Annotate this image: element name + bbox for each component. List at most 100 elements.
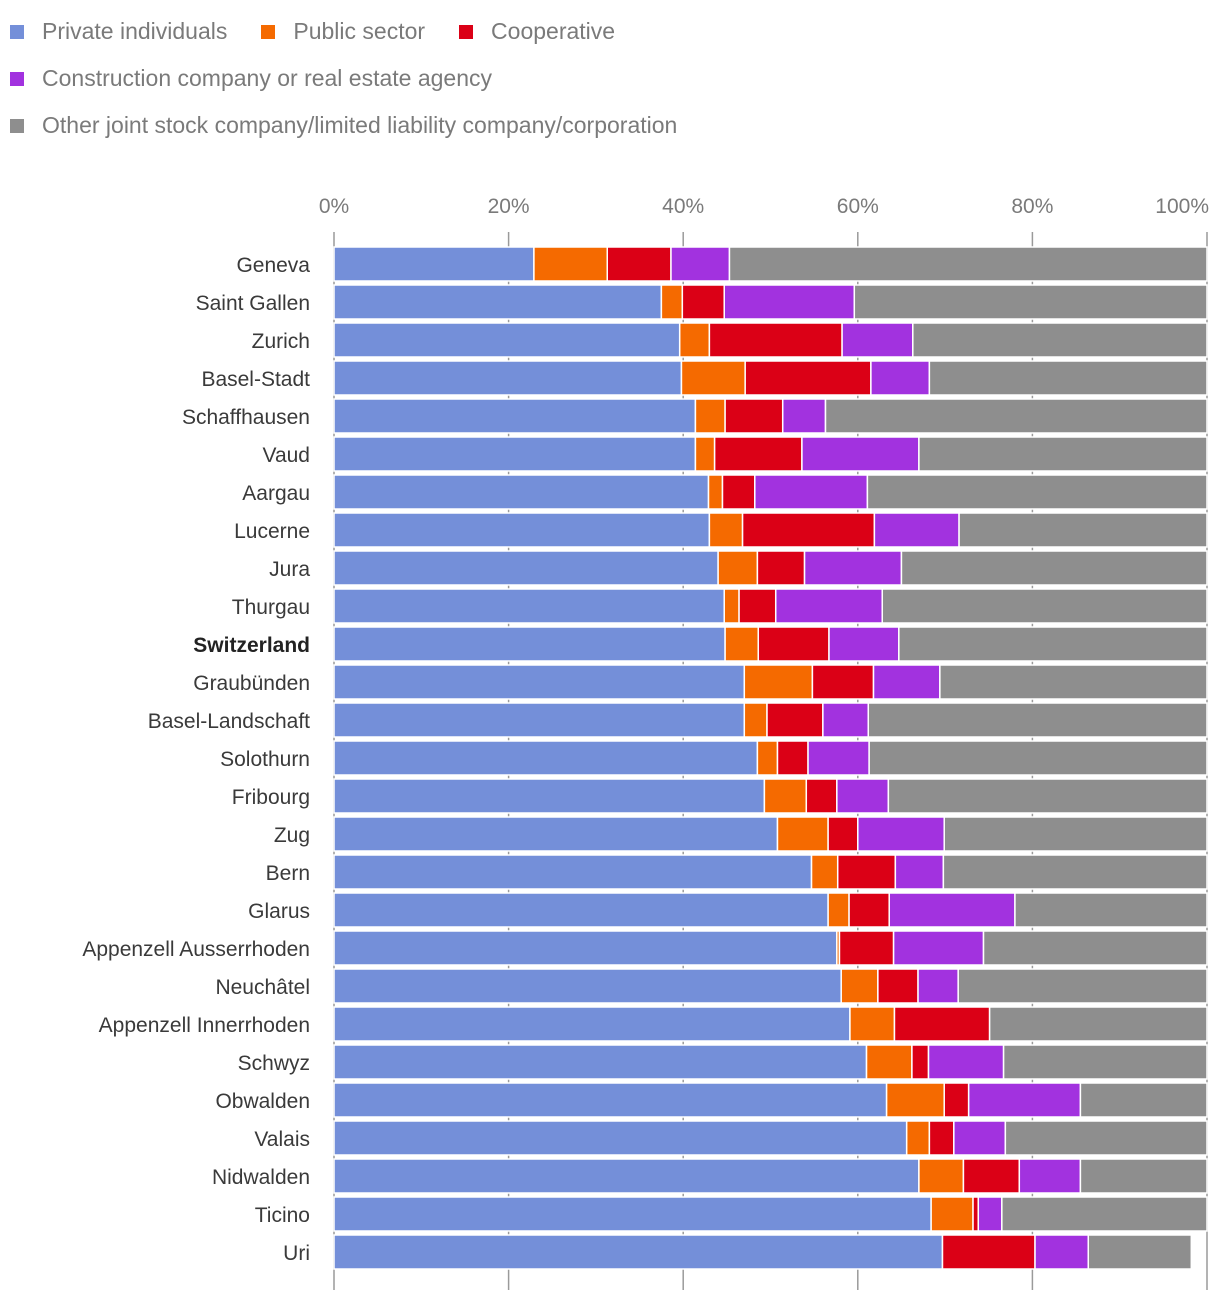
- bar-saint-gallen-cooperative: [681, 284, 725, 320]
- bar-ticino-public-sector: [930, 1196, 974, 1232]
- bar-switzerland-private-individuals: [333, 626, 726, 662]
- category-label-basel-landschaft: Basel-Landschaft: [148, 710, 310, 733]
- bar-aargau-construction-company-or-real-estate-agency: [754, 474, 869, 510]
- bar-uri-other-joint-stock-company-limited-liability-company-corporation: [1087, 1234, 1193, 1270]
- category-label-schaffhausen: Schaffhausen: [182, 406, 310, 429]
- category-label-uri: Uri: [283, 1242, 310, 1265]
- bar-switzerland-construction-company-or-real-estate-agency: [828, 626, 900, 662]
- legend-row-1: Private individuals Public sector Cooper…: [10, 8, 1210, 55]
- bar-appenzell-ausserrhoden-construction-company-or-real-estate-agency: [892, 930, 985, 966]
- bar-graubunden-cooperative: [811, 664, 875, 700]
- category-label-saint-gallen: Saint Gallen: [196, 292, 310, 315]
- category-label-aargau: Aargau: [242, 482, 310, 505]
- bar-jura-private-individuals: [333, 550, 719, 586]
- x-tick-label: 0%: [319, 195, 349, 218]
- legend-swatch-public-sector: [261, 24, 276, 39]
- x-tick-label: 100%: [1155, 195, 1209, 218]
- legend-swatch-construction-company: [10, 71, 24, 86]
- bar-thurgau-public-sector: [723, 588, 740, 624]
- bar-thurgau-construction-company-or-real-estate-agency: [774, 588, 883, 624]
- x-tick-label: 20%: [488, 195, 530, 218]
- category-label-glarus: Glarus: [248, 900, 310, 923]
- bar-valais-construction-company-or-real-estate-agency: [953, 1120, 1007, 1156]
- x-tick-label: 60%: [837, 195, 879, 218]
- bar-thurgau-private-individuals: [333, 588, 725, 624]
- bar-nidwalden-private-individuals: [333, 1158, 920, 1194]
- legend-item-private-individuals: Private individuals: [10, 18, 227, 45]
- bar-aargau-private-individuals: [333, 474, 710, 510]
- bar-nidwalden-construction-company-or-real-estate-agency: [1018, 1158, 1082, 1194]
- bar-vaud-public-sector: [694, 436, 716, 472]
- bar-jura-other-joint-stock-company-limited-liability-company-corporation: [900, 550, 1208, 586]
- category-label-vaud: Vaud: [263, 444, 311, 467]
- bars: [333, 246, 1208, 1270]
- bar-saint-gallen-public-sector: [660, 284, 684, 320]
- bar-schaffhausen-private-individuals: [333, 398, 697, 434]
- bar-lucerne-construction-company-or-real-estate-agency: [873, 512, 960, 548]
- bar-basel-landschaft-other-joint-stock-company-limited-liability-company-corporation: [867, 702, 1208, 738]
- legend-label-other-company: Other joint stock company/limited liabil…: [42, 112, 678, 138]
- category-label-appenzell-ausserrhoden: Appenzell Ausserrhoden: [82, 938, 310, 961]
- bar-neuchatel-other-joint-stock-company-limited-liability-company-corporation: [957, 968, 1208, 1004]
- bar-saint-gallen-private-individuals: [333, 284, 663, 320]
- bar-obwalden-cooperative: [943, 1082, 970, 1118]
- legend-item-cooperative: Cooperative: [459, 18, 615, 45]
- bar-geneva-construction-company-or-real-estate-agency: [670, 246, 731, 282]
- bar-graubunden-other-joint-stock-company-limited-liability-company-corporation: [939, 664, 1208, 700]
- bar-solothurn-other-joint-stock-company-limited-liability-company-corporation: [868, 740, 1208, 776]
- bar-obwalden-other-joint-stock-company-limited-liability-company-corporation: [1079, 1082, 1208, 1118]
- category-label-basel-stadt: Basel-Stadt: [201, 368, 310, 391]
- bar-switzerland-other-joint-stock-company-limited-liability-company-corporation: [898, 626, 1208, 662]
- bar-geneva-private-individuals: [333, 246, 535, 282]
- bar-glarus-construction-company-or-real-estate-agency: [888, 892, 1016, 928]
- chart-legend: Private individuals Public sector Cooper…: [10, 8, 1210, 149]
- bar-jura-cooperative: [756, 550, 806, 586]
- bar-lucerne-other-joint-stock-company-limited-liability-company-corporation: [958, 512, 1208, 548]
- bar-basel-landschaft-construction-company-or-real-estate-agency: [822, 702, 870, 738]
- bar-schwyz-cooperative: [911, 1044, 930, 1080]
- legend-label-cooperative: Cooperative: [491, 18, 616, 44]
- bar-nidwalden-public-sector: [918, 1158, 965, 1194]
- bar-vaud-construction-company-or-real-estate-agency: [801, 436, 920, 472]
- bar-thurgau-cooperative: [738, 588, 777, 624]
- bar-switzerland-public-sector: [724, 626, 760, 662]
- bar-vaud-private-individuals: [333, 436, 697, 472]
- bar-aargau-public-sector: [707, 474, 724, 510]
- legend-swatch-private-individuals: [10, 24, 24, 39]
- bar-ticino-other-joint-stock-company-limited-liability-company-corporation: [1001, 1196, 1208, 1232]
- bar-solothurn-cooperative: [776, 740, 809, 776]
- bar-appenzell-ausserrhoden-other-joint-stock-company-limited-liability-company-corporation: [982, 930, 1208, 966]
- bar-zurich-construction-company-or-real-estate-agency: [841, 322, 914, 358]
- bar-geneva-public-sector: [533, 246, 608, 282]
- bar-vaud-other-joint-stock-company-limited-liability-company-corporation: [918, 436, 1208, 472]
- bar-saint-gallen-other-joint-stock-company-limited-liability-company-corporation: [853, 284, 1208, 320]
- category-label-bern: Bern: [266, 862, 310, 885]
- bar-ticino-cooperative: [972, 1196, 980, 1232]
- category-label-fribourg: Fribourg: [232, 786, 310, 809]
- bar-solothurn-public-sector: [756, 740, 779, 776]
- legend-label-private-individuals: Private individuals: [42, 18, 228, 44]
- category-label-switzerland: Switzerland: [193, 634, 310, 657]
- bar-lucerne-cooperative: [741, 512, 876, 548]
- bar-neuchatel-public-sector: [840, 968, 879, 1004]
- legend-item-other-company: Other joint stock company/limited liabil…: [10, 112, 677, 139]
- x-axis-ticks: 0% 20% 40% 60% 80% 100%: [319, 195, 1209, 218]
- category-label-nidwalden: Nidwalden: [212, 1166, 310, 1189]
- bar-neuchatel-cooperative: [877, 968, 919, 1004]
- bar-appenzell-innerrhoden-private-individuals: [333, 1006, 851, 1042]
- bar-valais-public-sector: [905, 1120, 931, 1156]
- bar-schwyz-construction-company-or-real-estate-agency: [927, 1044, 1005, 1080]
- category-label-graubunden: Graubünden: [193, 672, 310, 695]
- bar-glarus-public-sector: [827, 892, 850, 928]
- bar-fribourg-other-joint-stock-company-limited-liability-company-corporation: [887, 778, 1208, 814]
- bar-valais-other-joint-stock-company-limited-liability-company-corporation: [1004, 1120, 1208, 1156]
- bar-aargau-other-joint-stock-company-limited-liability-company-corporation: [866, 474, 1208, 510]
- bar-basel-stadt-private-individuals: [333, 360, 683, 396]
- bar-neuchatel-construction-company-or-real-estate-agency: [917, 968, 959, 1004]
- bar-bern-public-sector: [810, 854, 839, 890]
- bar-aargau-cooperative: [721, 474, 756, 510]
- bar-ticino-private-individuals: [333, 1196, 932, 1232]
- bar-bern-private-individuals: [333, 854, 813, 890]
- bar-bern-other-joint-stock-company-limited-liability-company-corporation: [942, 854, 1208, 890]
